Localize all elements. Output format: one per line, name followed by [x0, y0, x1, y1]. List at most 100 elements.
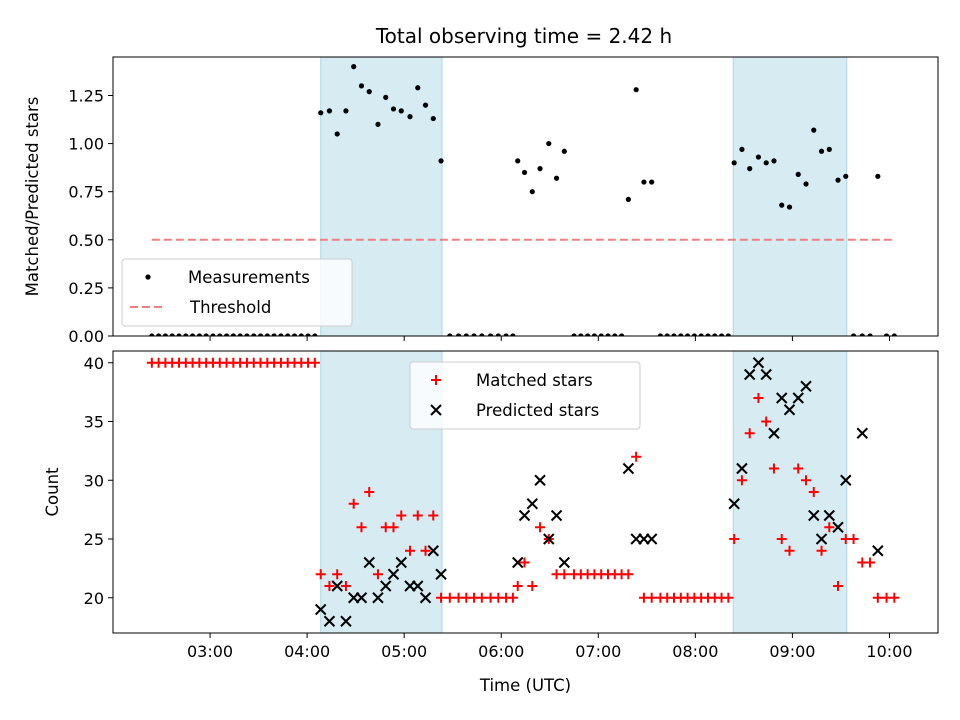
data-point — [430, 115, 436, 122]
data-point — [356, 522, 367, 533]
data-point — [529, 189, 535, 195]
data-point — [427, 545, 440, 557]
data-point — [314, 603, 327, 616]
shaded-region — [732, 350, 848, 634]
data-point — [512, 556, 524, 569]
data-point — [162, 333, 169, 336]
data-point — [510, 333, 516, 336]
data-point — [811, 127, 817, 133]
y-tick-label: 0.25 — [68, 279, 104, 298]
data-point — [189, 333, 196, 336]
data-point — [725, 333, 731, 336]
data-point — [736, 462, 748, 475]
data-point — [535, 522, 546, 533]
data-point — [428, 510, 439, 521]
data-point — [826, 146, 832, 152]
data-point — [559, 569, 570, 580]
data-point — [196, 333, 202, 336]
data-point — [684, 333, 691, 336]
data-point — [435, 568, 447, 580]
series-matched-stars — [146, 357, 900, 603]
data-point — [419, 592, 432, 604]
data-point — [598, 333, 604, 336]
data-point — [375, 121, 381, 127]
y-axis-label: Matched/Predicted stars — [23, 97, 42, 297]
data-point — [348, 498, 359, 509]
data-point — [217, 333, 223, 336]
legend-marker — [145, 274, 151, 280]
data-point — [872, 545, 884, 557]
count-panel: 20 25 30 35 40 03:00 04:00 05:00 06:00 07:00 08:00… — [43, 350, 939, 695]
data-point — [818, 148, 825, 154]
data-point — [760, 368, 772, 381]
data-point — [646, 592, 657, 603]
y-axis-label: Count — [43, 467, 62, 517]
data-point — [591, 333, 598, 336]
data-point — [625, 196, 631, 202]
ratio-panel: 0.00 0.25 0.50 0.75 1.00 1.25 Matched/Predicte… — [23, 56, 939, 346]
data-point — [372, 592, 384, 604]
data-point — [872, 592, 883, 603]
data-point — [743, 368, 756, 381]
data-point — [808, 509, 820, 522]
data-point — [768, 427, 780, 439]
data-point — [784, 545, 795, 556]
legend-marker — [431, 375, 441, 385]
data-point — [324, 581, 335, 591]
y-tick-label: 40 — [84, 354, 104, 373]
data-point — [395, 556, 407, 569]
data-point — [479, 333, 485, 336]
data-point — [736, 475, 747, 486]
data-point — [331, 580, 343, 592]
y-tick-label: 1.00 — [68, 135, 104, 154]
data-point — [553, 175, 560, 181]
data-point — [526, 498, 539, 510]
data-point — [633, 87, 639, 93]
x-tick-label: 08:00 — [672, 642, 718, 661]
data-point — [340, 581, 351, 591]
data-point — [471, 333, 477, 336]
data-point — [889, 592, 900, 603]
data-point — [387, 568, 400, 580]
data-point — [323, 615, 336, 627]
data-point — [712, 333, 718, 336]
data-point — [507, 592, 518, 603]
data-point — [149, 333, 155, 336]
data-point — [444, 592, 455, 603]
data-point — [891, 333, 897, 336]
y-tick-label: 30 — [84, 471, 104, 490]
data-point — [718, 333, 725, 336]
legend: Matched stars Predicted stars — [409, 361, 641, 430]
data-point — [786, 204, 793, 210]
data-point — [856, 427, 869, 439]
data-point — [605, 333, 611, 336]
data-point — [463, 333, 469, 336]
data-point — [518, 509, 531, 522]
data-point — [543, 533, 555, 545]
data-point — [396, 510, 407, 521]
y-tick-label: 25 — [84, 530, 104, 549]
data-point — [412, 580, 424, 592]
data-point — [455, 333, 462, 336]
data-point — [312, 333, 318, 336]
data-point — [631, 451, 642, 462]
data-point — [291, 333, 298, 336]
data-point — [223, 333, 230, 336]
data-point — [515, 158, 521, 164]
data-point — [309, 357, 320, 368]
data-point — [578, 333, 584, 336]
data-point — [755, 154, 762, 160]
y-tick-label: 1.25 — [68, 86, 104, 105]
data-point — [230, 333, 236, 336]
data-point — [768, 463, 779, 474]
x-tick-label: 05:00 — [381, 642, 427, 661]
data-point — [550, 509, 563, 522]
data-point — [372, 569, 383, 580]
data-point — [744, 428, 755, 439]
data-point — [278, 333, 284, 336]
data-point — [237, 333, 243, 336]
data-point — [731, 160, 737, 166]
data-point — [422, 102, 429, 108]
x-tick-label: 03:00 — [187, 642, 233, 661]
